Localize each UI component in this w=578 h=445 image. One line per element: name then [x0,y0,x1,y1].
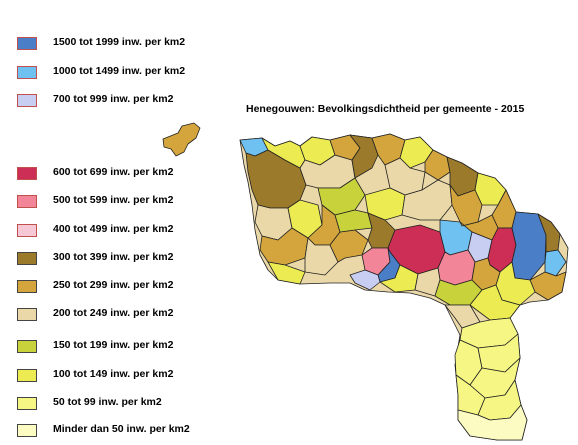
legend-label: 250 tot 299 inw. per km2 [53,279,174,291]
legend-swatch [17,66,37,79]
legend-swatch [17,94,37,107]
municipality-w-gold-3[interactable] [329,229,369,263]
legend-swatch [17,369,37,382]
municipality-gold-3[interactable] [449,184,483,227]
legend-label: 400 tot 499 inw. per km2 [53,223,174,235]
legend-label: 500 tot 599 inw. per km2 [53,194,174,206]
legend-label: 1500 tot 1999 inw. per km2 [53,36,186,48]
legend-swatch [17,167,37,180]
legend-swatch [17,397,37,410]
legend-label: 50 tot 99 inw. per km2 [53,396,162,408]
legend-label: 100 tot 149 inw. per km2 [53,368,174,380]
legend-swatch [17,424,37,437]
legend-label: Minder dan 50 inw. per km2 [53,423,190,435]
legend-swatch [17,252,37,265]
map-title: Henegouwen: Bevolkingsdichtheid per geme… [246,103,525,115]
municipality-w-yellow-2[interactable] [267,261,306,285]
municipality-ath-green[interactable] [334,209,373,233]
legend-swatch [17,37,37,50]
municipality-exclave[interactable] [162,122,201,157]
legend-label: 600 tot 699 inw. per km2 [53,166,174,178]
legend-swatch [17,280,37,293]
municipality-borinage-lilac[interactable] [349,269,381,291]
legend-label: 700 tot 999 inw. per km2 [53,93,174,105]
legend-swatch [17,224,37,237]
legend-label: 300 tot 399 inw. per km2 [53,251,174,263]
legend-swatch [17,195,37,208]
municipality-pink-mid[interactable] [437,249,476,286]
legend-swatch [17,340,37,353]
legend-swatch [17,308,37,321]
legend-label: 150 tot 199 inw. per km2 [53,339,174,351]
legend-label: 1000 tot 1499 inw. per km2 [53,65,186,77]
municipality-s-yellow-2[interactable] [469,284,521,321]
municipality-charleroi-blue[interactable] [511,211,547,281]
municipality-tail-7[interactable] [457,404,528,441]
legend-label: 200 tot 249 inw. per km2 [53,307,174,319]
